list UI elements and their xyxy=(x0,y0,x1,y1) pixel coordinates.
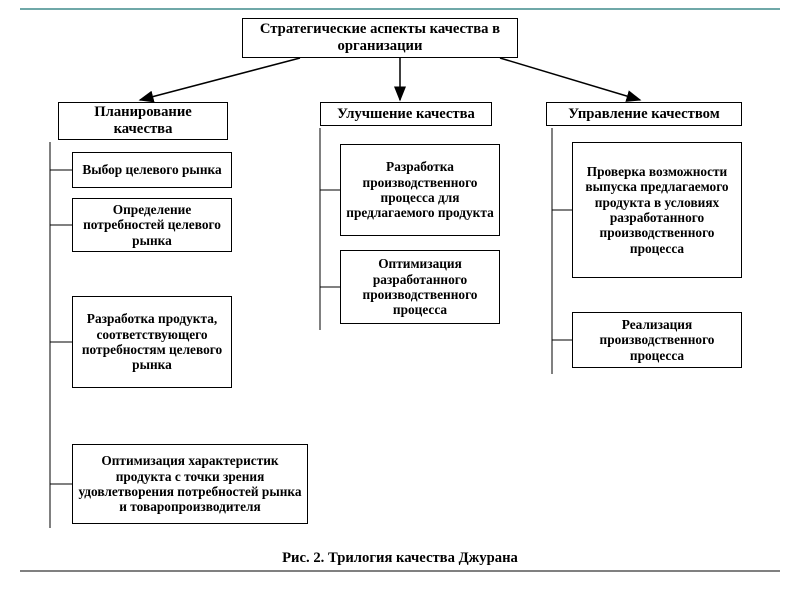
col2-item-0: Разработка производственного процесса дл… xyxy=(340,144,500,236)
bottom-rule xyxy=(20,570,780,572)
col3-item-0: Проверка возможности выпуска предлагаемо… xyxy=(572,142,742,278)
col2-item-1: Оптимизация разработанного производствен… xyxy=(340,250,500,324)
col1-header: Планирование качества xyxy=(58,102,228,140)
root-node: Стратегические аспекты качества в органи… xyxy=(242,18,518,58)
diagram-canvas: Стратегические аспекты качества в органи… xyxy=(0,0,800,600)
col1-item-0: Выбор целевого рынка xyxy=(72,152,232,188)
col2-header: Улучшение качества xyxy=(320,102,492,126)
col1-item-3: Оптимизация характеристик продукта с точ… xyxy=(72,444,308,524)
col3-header: Управление качеством xyxy=(546,102,742,126)
figure-caption: Рис. 2. Трилогия качества Джурана xyxy=(0,550,800,567)
top-rule xyxy=(20,8,780,10)
col3-item-1: Реализация производственного процесса xyxy=(572,312,742,368)
col1-item-2: Разработка продукта, соответствующего по… xyxy=(72,296,232,388)
col1-item-1: Определение потребностей целевого рынка xyxy=(72,198,232,252)
